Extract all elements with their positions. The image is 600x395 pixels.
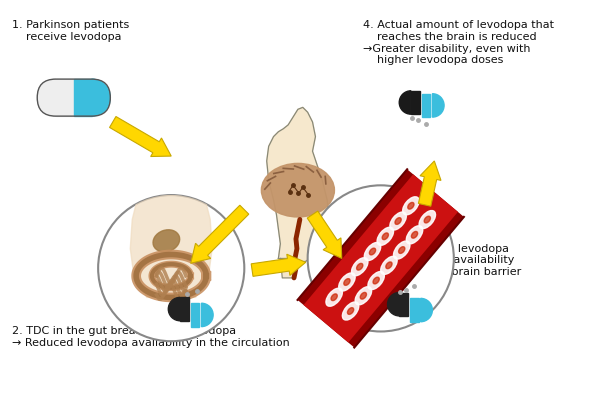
FancyArrow shape xyxy=(251,254,305,276)
Bar xyxy=(56,79,74,116)
Ellipse shape xyxy=(394,241,410,259)
Circle shape xyxy=(98,195,244,341)
Polygon shape xyxy=(304,174,458,342)
Ellipse shape xyxy=(355,287,371,305)
Ellipse shape xyxy=(153,230,179,252)
Polygon shape xyxy=(267,107,329,263)
Wedge shape xyxy=(433,94,444,117)
Ellipse shape xyxy=(395,218,401,224)
Text: 1. Parkinson patients
    receive levodopa: 1. Parkinson patients receive levodopa xyxy=(13,21,130,42)
Bar xyxy=(399,293,408,316)
Ellipse shape xyxy=(339,273,355,291)
FancyArrow shape xyxy=(307,211,342,258)
Ellipse shape xyxy=(343,302,359,320)
Wedge shape xyxy=(202,303,213,327)
Polygon shape xyxy=(280,258,296,278)
Polygon shape xyxy=(130,195,212,297)
Ellipse shape xyxy=(347,308,354,314)
Ellipse shape xyxy=(424,216,430,223)
Ellipse shape xyxy=(356,263,363,270)
FancyArrow shape xyxy=(191,205,249,263)
Ellipse shape xyxy=(377,227,394,245)
Circle shape xyxy=(308,185,454,331)
Wedge shape xyxy=(92,79,110,116)
Bar xyxy=(180,297,189,321)
Bar xyxy=(410,298,419,322)
Bar xyxy=(411,91,420,114)
Ellipse shape xyxy=(326,288,343,306)
Ellipse shape xyxy=(360,292,367,299)
Wedge shape xyxy=(421,298,433,322)
Ellipse shape xyxy=(386,262,392,269)
FancyArrow shape xyxy=(110,117,171,156)
Wedge shape xyxy=(37,79,56,116)
Ellipse shape xyxy=(364,243,381,261)
Ellipse shape xyxy=(381,256,397,274)
Ellipse shape xyxy=(370,248,376,255)
Text: 2. TDC in the gut breaks down levodopa
→ Reduced levodopa availability in the ci: 2. TDC in the gut breaks down levodopa →… xyxy=(13,326,290,348)
Ellipse shape xyxy=(390,212,406,230)
Ellipse shape xyxy=(382,233,388,240)
Ellipse shape xyxy=(373,277,379,284)
Ellipse shape xyxy=(406,226,423,244)
Wedge shape xyxy=(388,293,399,316)
Bar xyxy=(422,94,430,117)
Wedge shape xyxy=(399,91,411,114)
Polygon shape xyxy=(298,169,464,348)
Bar xyxy=(74,79,92,116)
Ellipse shape xyxy=(331,294,337,301)
Ellipse shape xyxy=(412,231,418,238)
Ellipse shape xyxy=(419,211,436,229)
Ellipse shape xyxy=(403,197,419,215)
Text: 4. Actual amount of levodopa that
    reaches the brain is reduced
→Greater disa: 4. Actual amount of levodopa that reache… xyxy=(363,21,554,65)
Text: 3. AADC breaks down levodopa
→ Reduced levodopa availability
    to cross the bl: 3. AADC breaks down levodopa → Reduced l… xyxy=(334,244,521,277)
Ellipse shape xyxy=(344,278,350,285)
Ellipse shape xyxy=(262,164,334,217)
Ellipse shape xyxy=(368,271,385,290)
Bar xyxy=(191,303,199,327)
Ellipse shape xyxy=(398,247,405,254)
Ellipse shape xyxy=(408,202,414,209)
FancyArrow shape xyxy=(418,161,441,206)
Wedge shape xyxy=(169,297,180,321)
Ellipse shape xyxy=(352,258,368,276)
